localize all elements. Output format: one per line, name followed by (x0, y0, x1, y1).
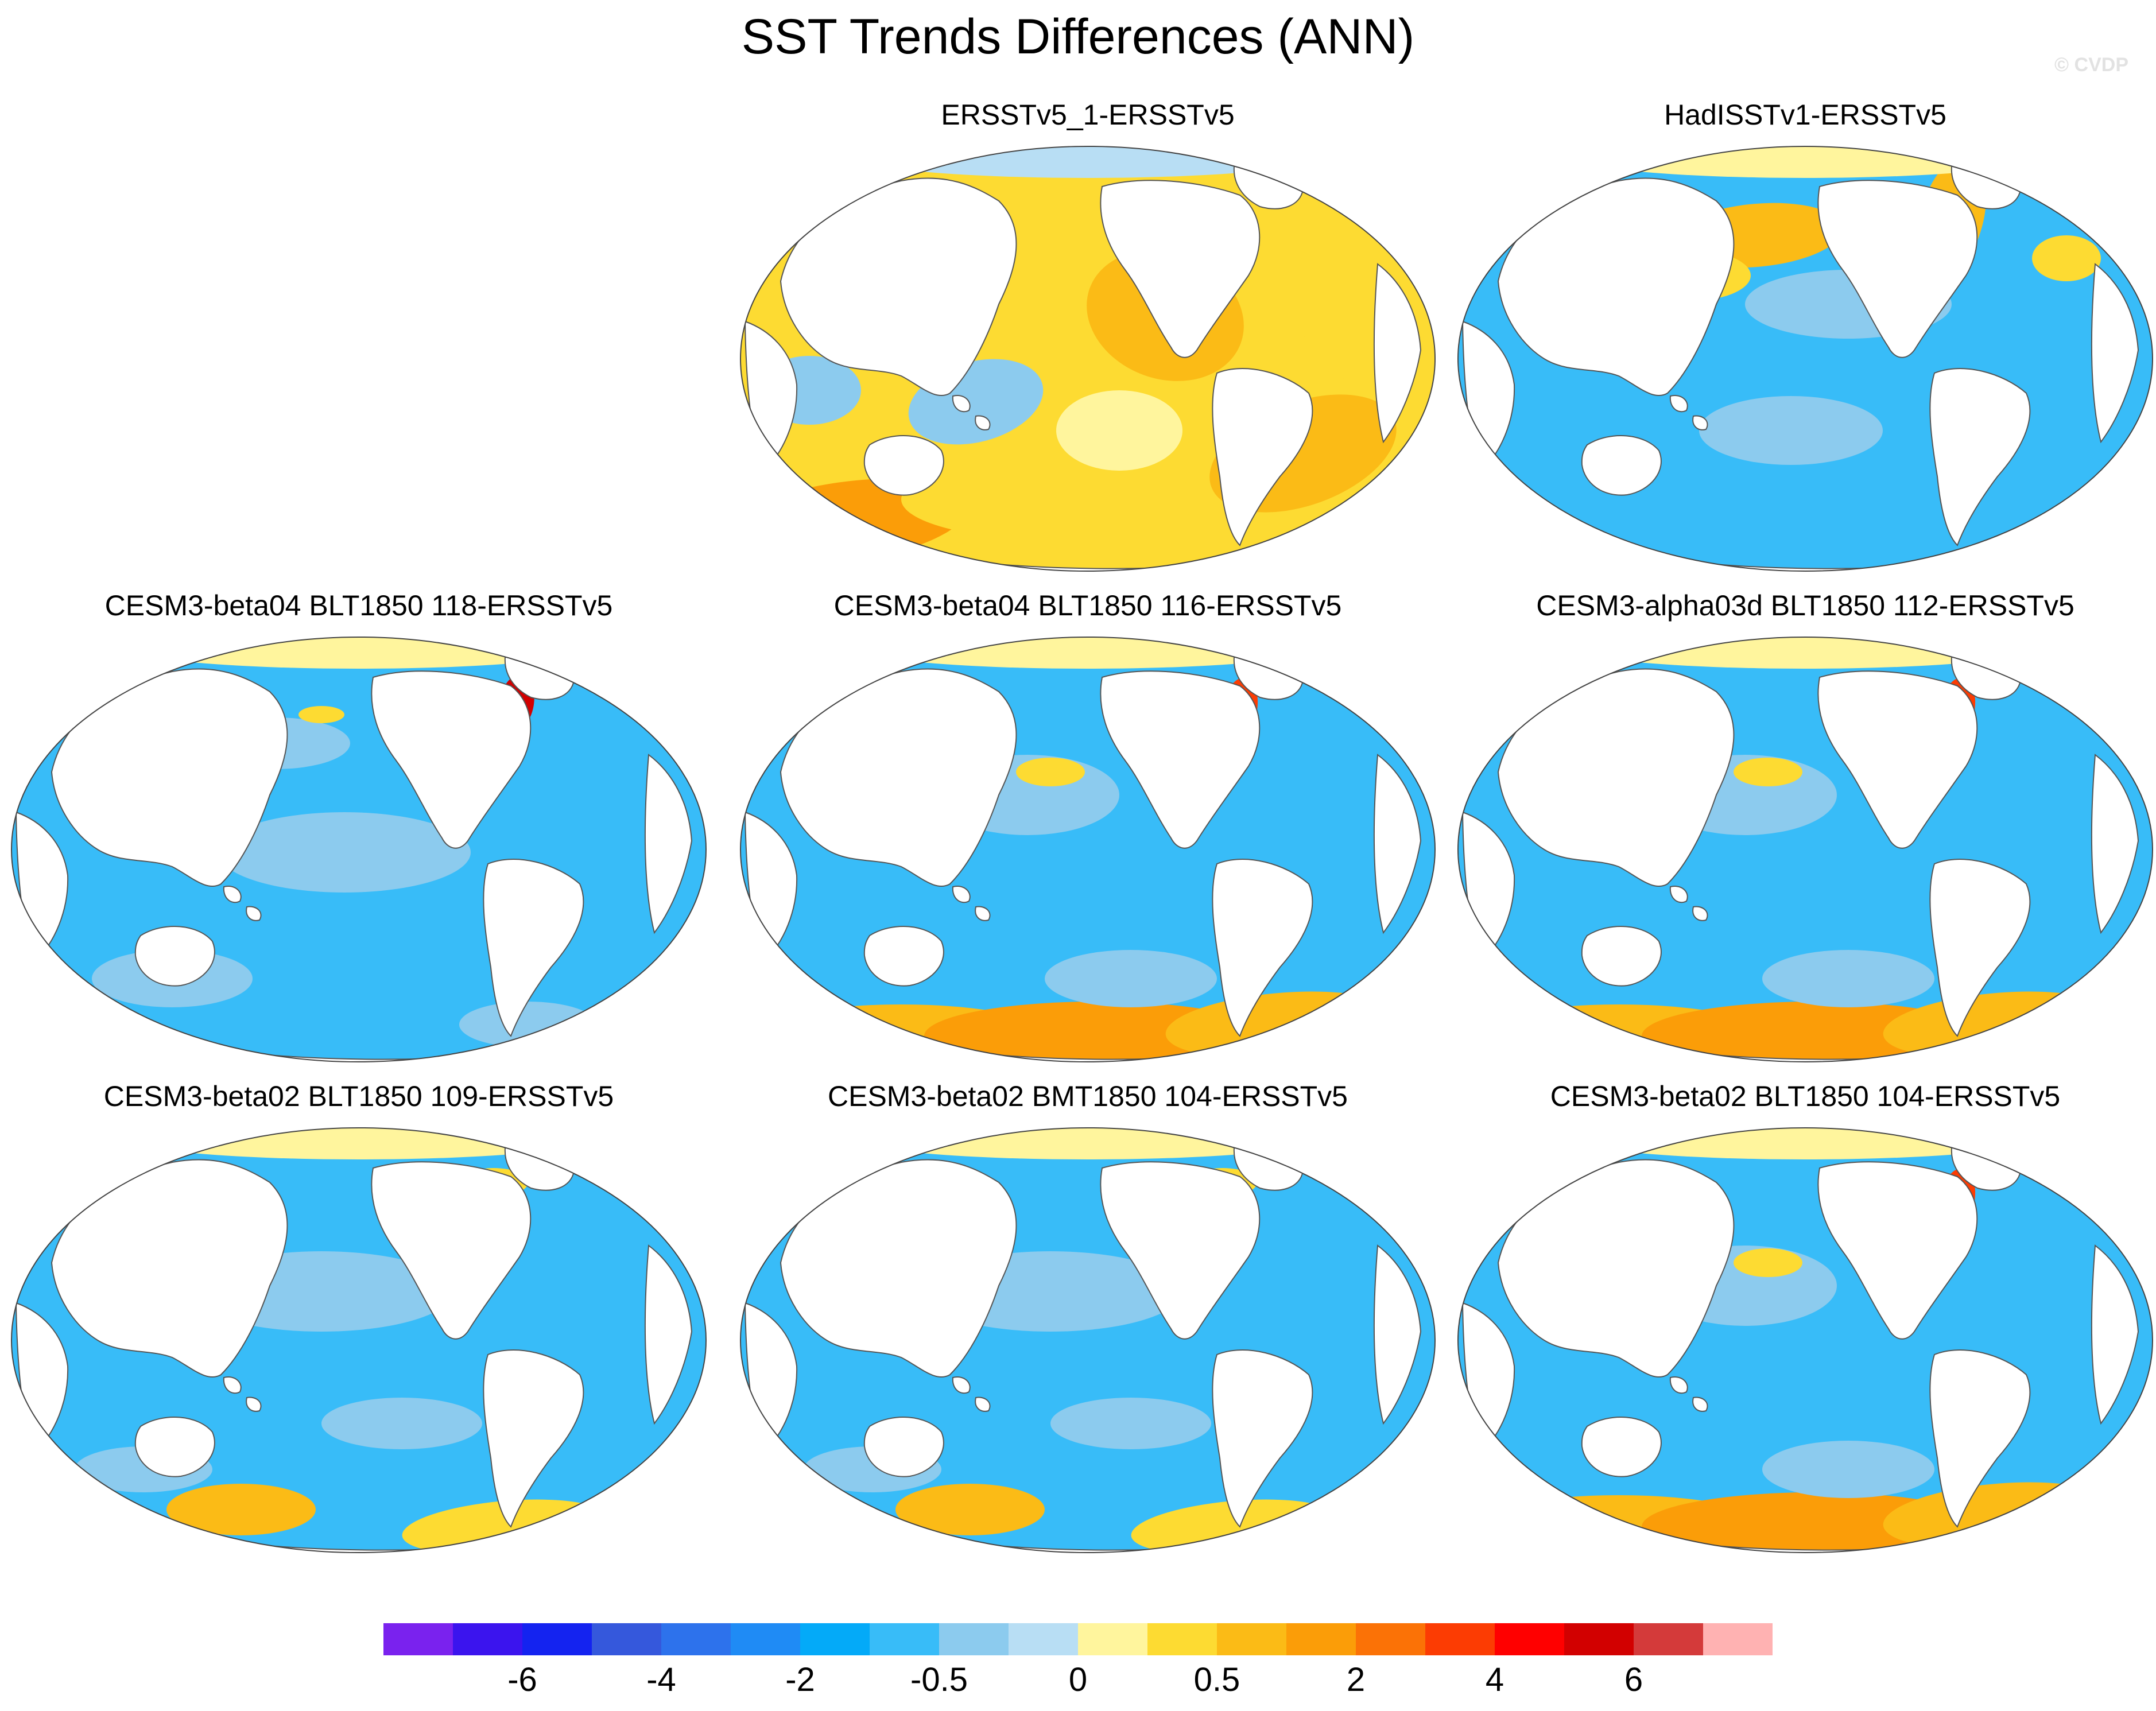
colorbar-swatch (1286, 1623, 1356, 1655)
panel-title: CESM3-alpha03d BLT1850 112-ERSSTv5 (1536, 589, 2074, 622)
map-panel: CESM3-beta04 BLT1850 118-ERSSTv5 (0, 588, 718, 1076)
panel-title: ERSSTv5_1-ERSSTv5 (941, 99, 1235, 131)
map-panel: HadISSTv1-ERSSTv5 (1447, 98, 2156, 585)
colorbar-swatch (453, 1623, 523, 1655)
colorbar-swatch (1634, 1623, 1704, 1655)
panel-title: HadISSTv1-ERSSTv5 (1664, 99, 1946, 131)
sst-difference-map (740, 637, 1436, 1062)
sst-difference-map (740, 1127, 1436, 1553)
colorbar-swatch (1217, 1623, 1287, 1655)
panel-title: CESM3-beta02 BMT1850 104-ERSSTv5 (828, 1080, 1348, 1112)
colorbar-tick-label: -0.5 (910, 1661, 968, 1698)
sst-difference-map (1457, 637, 2153, 1062)
sst-difference-map (1457, 1127, 2153, 1553)
colorbar-swatch (1564, 1623, 1634, 1655)
colorbar-swatch (522, 1623, 592, 1655)
colorbar-swatch (731, 1623, 801, 1655)
sst-difference-map (740, 146, 1436, 572)
panel-title: CESM3-beta04 BLT1850 118-ERSSTv5 (104, 589, 613, 622)
colorbar-swatch (1425, 1623, 1495, 1655)
colorbar-swatch (1495, 1623, 1565, 1655)
sst-difference-map (1457, 146, 2153, 572)
colorbar-tick-label: 4 (1485, 1661, 1504, 1698)
cvdp-watermark: © CVDP (2054, 54, 2128, 76)
panel-title: CESM3-beta04 BLT1850 116-ERSSTv5 (833, 589, 1342, 622)
map-panel: CESM3-beta04 BLT1850 116-ERSSTv5 (729, 588, 1447, 1076)
map-panel: CESM3-beta02 BLT1850 104-ERSSTv5 (1447, 1079, 2156, 1567)
colorbar-swatch (383, 1623, 453, 1655)
colorbar-swatch (939, 1623, 1009, 1655)
sst-difference-map (11, 637, 707, 1062)
colorbar-swatch (1703, 1623, 1773, 1655)
colorbar-swatch (870, 1623, 940, 1655)
colorbar-tick-label: -4 (646, 1661, 676, 1698)
panel-title: CESM3-beta02 BLT1850 104-ERSSTv5 (1550, 1080, 2061, 1112)
colorbar-tick-label: 0.5 (1193, 1661, 1240, 1698)
colorbar-tick-label: -6 (507, 1661, 537, 1698)
colorbar-swatch (1147, 1623, 1217, 1655)
colorbar-swatch (1356, 1623, 1426, 1655)
map-panel: ERSSTv5_1-ERSSTv5 (729, 98, 1447, 585)
figure-title: SST Trends Differences (ANN) (741, 9, 1415, 64)
map-panel: CESM3-alpha03d BLT1850 112-ERSSTv5 (1447, 588, 2156, 1076)
colorbar-tick-label: 6 (1624, 1661, 1643, 1698)
map-panel: CESM3-beta02 BLT1850 109-ERSSTv5 (0, 1079, 718, 1567)
colorbar-swatch (800, 1623, 870, 1655)
colorbar-tick-label: 0 (1068, 1661, 1088, 1698)
colorbar-swatch (661, 1623, 731, 1655)
colorbar-swatch (1078, 1623, 1148, 1655)
sst-difference-map (11, 1127, 707, 1553)
colorbar-swatch (1009, 1623, 1079, 1655)
colorbar-swatch (592, 1623, 662, 1655)
colorbar-tick-label: -2 (785, 1661, 815, 1698)
colorbar (383, 1623, 1773, 1655)
map-panel: CESM3-beta02 BMT1850 104-ERSSTv5 (729, 1079, 1447, 1567)
colorbar-tick-label: 2 (1346, 1661, 1366, 1698)
panel-title: CESM3-beta02 BLT1850 109-ERSSTv5 (103, 1080, 614, 1112)
